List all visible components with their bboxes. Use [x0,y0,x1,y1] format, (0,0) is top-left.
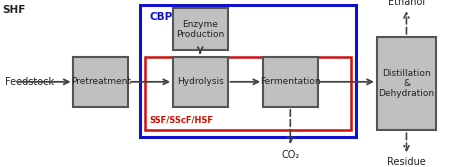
Bar [140,5,356,137]
Text: SSF/SScF/HSF: SSF/SScF/HSF [149,115,213,124]
Bar [263,57,318,107]
Text: CBP: CBP [149,12,173,22]
Text: Distillation
&
Dehydration: Distillation & Dehydration [378,69,435,98]
Bar [173,57,228,107]
Text: Ethanol: Ethanol [388,0,425,7]
Bar [145,57,351,130]
Text: Pretreatment: Pretreatment [71,77,131,86]
Text: Hydrolysis: Hydrolysis [177,77,224,86]
Text: Residue: Residue [387,157,426,167]
Bar [173,8,228,50]
Text: CO₂: CO₂ [281,150,300,160]
Text: Enzyme
Production: Enzyme Production [176,20,224,39]
Text: Fermentation: Fermentation [260,77,320,86]
Text: SHF: SHF [2,5,26,15]
Bar [73,57,128,107]
Bar [377,37,436,130]
Text: Feedstock: Feedstock [5,77,54,87]
